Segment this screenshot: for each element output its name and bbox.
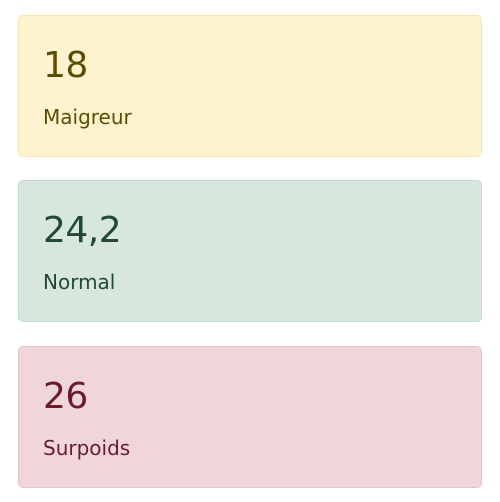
card-overweight: 26 Surpoids — [18, 346, 482, 488]
card-value: 24,2 — [43, 210, 122, 251]
card-underweight: 18 Maigreur — [18, 15, 482, 157]
card-label: Normal — [43, 270, 116, 294]
card-label: Maigreur — [43, 105, 132, 129]
card-label: Surpoids — [43, 436, 131, 460]
card-value: 26 — [43, 376, 88, 417]
card-normal: 24,2 Normal — [18, 180, 482, 322]
card-value: 18 — [43, 45, 88, 86]
